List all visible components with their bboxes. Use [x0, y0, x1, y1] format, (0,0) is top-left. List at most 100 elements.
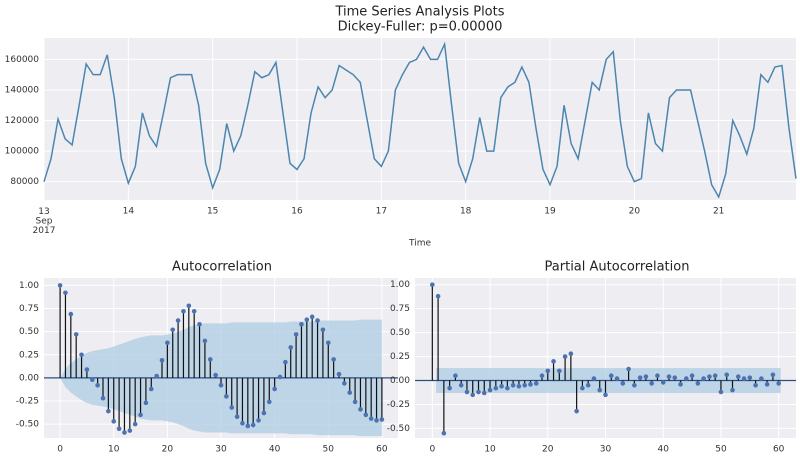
stem-marker [73, 332, 79, 337]
x-tick-label: 19 [544, 207, 556, 217]
x-tick-label: 10 [108, 445, 120, 455]
stem-marker [695, 381, 701, 386]
stem-marker [218, 382, 224, 388]
stem-marker [363, 412, 369, 418]
stem-marker [551, 359, 556, 364]
stem-marker [655, 373, 660, 379]
stem-marker [481, 390, 487, 396]
stem-marker [712, 373, 718, 379]
figure-title: Time Series Analysis Plots [334, 5, 504, 20]
stem-marker [770, 372, 776, 378]
figure-subtitle: Dickey-Fuller: p=0.00000 [338, 20, 503, 35]
stem-marker [660, 380, 666, 385]
x-tick-label: 20 [542, 445, 554, 455]
x-tick-label: 16 [291, 207, 303, 217]
stem-marker [165, 340, 170, 346]
y-tick-label: 0.25 [19, 350, 39, 360]
stem-marker [299, 321, 304, 327]
stem-marker [562, 354, 568, 359]
stem-marker [632, 383, 637, 388]
x-tick-label: 17 [376, 207, 387, 217]
y-tick-label: -0.25 [16, 397, 39, 407]
stem-marker [505, 385, 510, 391]
x-tick-label: 30 [215, 445, 227, 455]
y-tick-label: 1.00 [19, 281, 39, 291]
stem-marker [336, 371, 342, 377]
stem-marker [684, 376, 689, 381]
stem-marker [250, 422, 256, 428]
x-tick-label: 14 [123, 207, 135, 217]
stem-marker [148, 386, 154, 392]
stem-marker [510, 383, 516, 388]
stem-marker [240, 420, 245, 426]
x-tick-label: 10 [484, 445, 496, 455]
stem-marker [603, 392, 608, 398]
x-tick-label: 30 [600, 445, 612, 455]
y-tick-label: 160000 [5, 55, 40, 65]
stem-marker [116, 426, 122, 432]
x-tick-label: 20 [629, 207, 641, 217]
stem-marker [585, 383, 591, 388]
stem-marker [666, 374, 672, 379]
x-tick-label: 18 [460, 207, 472, 217]
stem-marker [325, 340, 331, 346]
y-tick-label: -0.50 [16, 420, 40, 430]
stem-marker [747, 375, 753, 380]
y-tick-label: 140000 [5, 85, 40, 95]
y-tick-label: 0.25 [390, 352, 410, 362]
stem-marker [374, 418, 379, 423]
stem-marker [464, 389, 470, 395]
stem-marker [764, 382, 770, 387]
stem-marker [689, 373, 695, 379]
stem-marker [132, 421, 138, 427]
stem-marker [753, 383, 758, 388]
stem-marker [730, 387, 735, 393]
stem-marker [106, 408, 111, 414]
stem-marker [487, 387, 493, 393]
stem-marker [580, 385, 585, 391]
stem-marker [272, 386, 277, 392]
stem-marker [614, 376, 620, 381]
stem-marker [229, 405, 235, 410]
x-tick-label: 50 [715, 445, 727, 455]
stem-marker [441, 430, 447, 436]
stem-marker [776, 381, 781, 386]
stem-marker [643, 374, 649, 379]
x-tick-label: 0 [57, 445, 63, 455]
series-line [43, 41, 797, 199]
stem-marker [447, 385, 452, 391]
stem-marker [568, 351, 574, 356]
stem-marker [331, 357, 336, 362]
stem-marker [143, 400, 149, 406]
stem-marker [759, 376, 764, 381]
pacf-title: Partial Autocorrelation [545, 260, 690, 275]
stem-marker [122, 430, 127, 435]
stem-marker [245, 423, 251, 429]
stem-marker [154, 373, 159, 379]
stem-marker [315, 318, 320, 323]
stem-marker [476, 389, 481, 395]
stem-marker [197, 321, 202, 327]
y-tick-label: 100000 [5, 147, 40, 157]
stem-marker [516, 383, 522, 389]
y-tick-label: 1.00 [390, 280, 410, 290]
stem-marker [63, 290, 68, 296]
stem-marker [309, 314, 315, 320]
y-tick-label: -0.25 [387, 400, 410, 410]
x-tick-label: 20 [162, 445, 174, 455]
stem-marker [718, 389, 724, 395]
stem-marker [170, 327, 176, 333]
stem-marker [320, 327, 326, 333]
stem-marker [342, 381, 347, 386]
stem-marker [358, 407, 363, 412]
stem-marker [701, 376, 706, 381]
stem-marker [545, 368, 551, 374]
stem-marker [741, 376, 747, 381]
stem-marker [213, 372, 218, 378]
x-axis-label: Time [408, 239, 431, 249]
stem-marker [261, 410, 267, 416]
y-tick-label: 0.50 [390, 328, 410, 338]
stem-marker [458, 383, 464, 388]
stem-marker [470, 392, 476, 398]
